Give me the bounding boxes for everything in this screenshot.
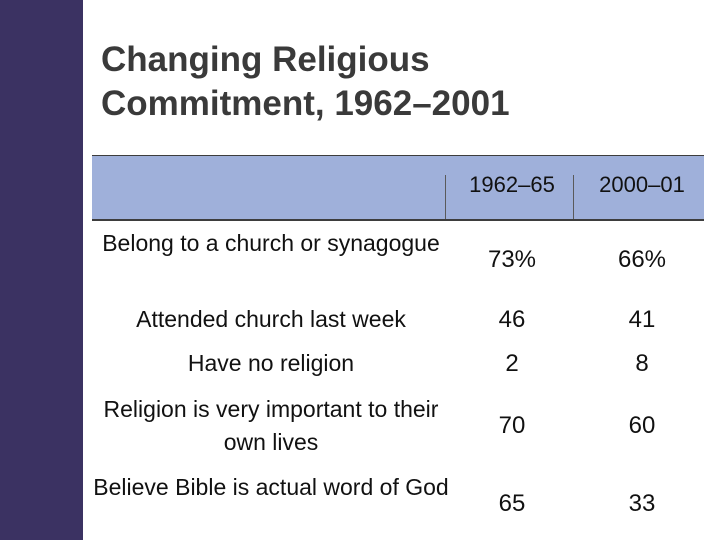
title-line-1: Changing Religious (101, 40, 430, 79)
value-1962-65: 70 (498, 412, 526, 439)
value-1962-65: 46 (498, 306, 526, 333)
header-divider (445, 175, 446, 219)
table-row: Believe Bible is actual word of God 65 3… (92, 471, 704, 540)
slide-title: Changing Religious Commitment, 1962–2001 (101, 38, 701, 126)
row-label: Religion is very important to their own … (103, 396, 439, 455)
value-1962-65: 73% (487, 246, 537, 273)
row-label: Belong to a church or synagogue (102, 230, 440, 256)
value-2000-01: 60 (628, 412, 656, 439)
value-2000-01: 66% (617, 246, 667, 273)
title-line-2: Commitment, 1962–2001 (101, 84, 510, 123)
row-label: Have no religion (187, 350, 355, 376)
row-label: Believe Bible is actual word of God (93, 474, 449, 500)
row-label: Attended church last week (136, 306, 406, 332)
header-divider (573, 175, 574, 219)
column-header-2000-01: 2000–01 (599, 172, 685, 197)
value-2000-01: 33 (628, 490, 656, 517)
side-accent-band (0, 0, 83, 540)
table-header-row: 1962–65 2000–01 (92, 155, 704, 221)
value-2000-01: 8 (635, 350, 649, 377)
data-table: 1962–65 2000–01 Belong to a church or sy… (92, 155, 704, 540)
table-row: Religion is very important to their own … (92, 393, 704, 463)
table-row: Have no religion 2 8 (92, 347, 704, 381)
value-2000-01: 41 (628, 306, 656, 333)
value-1962-65: 65 (498, 490, 526, 517)
column-header-1962-65: 1962–65 (469, 172, 555, 197)
value-1962-65: 2 (505, 350, 519, 377)
table-row: Attended church last week 46 41 (92, 303, 704, 337)
table-row: Belong to a church or synagogue 73% 66% (92, 227, 704, 297)
